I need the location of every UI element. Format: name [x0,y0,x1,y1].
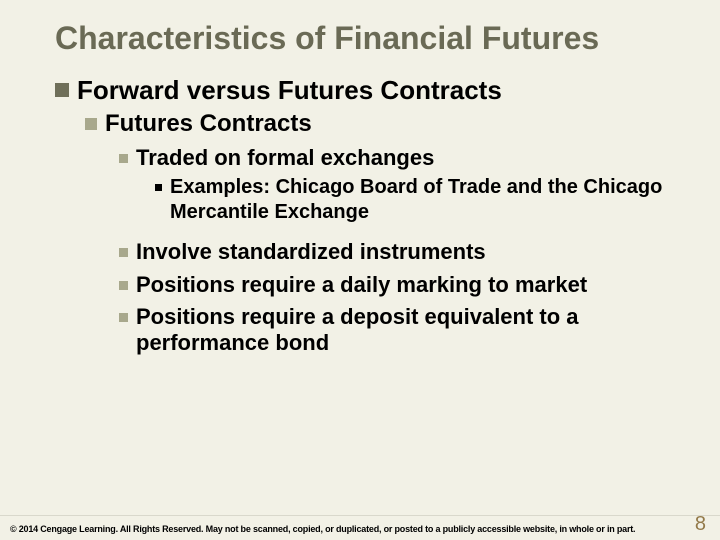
square-bullet-icon [119,281,128,290]
bullet-level2: Futures Contracts [85,110,680,139]
bullet-text: Forward versus Futures Contracts [77,75,680,106]
bullet-text: Positions require a deposit equivalent t… [136,304,680,357]
bullet-level3: Positions require a deposit equivalent t… [119,304,680,357]
copyright-text: © 2014 Cengage Learning. All Rights Rese… [10,524,635,534]
square-bullet-icon [119,313,128,322]
bullet-level4: Examples: Chicago Board of Trade and the… [155,175,680,225]
bullet-text: Examples: Chicago Board of Trade and the… [170,175,680,225]
bullet-text: Involve standardized instruments [136,239,680,265]
bullet-level3: Positions require a daily marking to mar… [119,272,680,298]
square-bullet-icon [55,83,69,97]
slide: Characteristics of Financial Futures For… [0,0,720,540]
square-bullet-icon [85,118,97,130]
slide-title: Characteristics of Financial Futures [55,20,680,57]
footer-divider [0,515,720,516]
square-bullet-icon [155,184,162,191]
page-number: 8 [695,513,706,536]
bullet-level3: Involve standardized instruments [119,239,680,265]
bullet-level3: Traded on formal exchanges [119,145,680,171]
square-bullet-icon [119,154,128,163]
square-bullet-icon [119,248,128,257]
bullet-text: Traded on formal exchanges [136,145,680,171]
bullet-text: Positions require a daily marking to mar… [136,272,680,298]
bullet-text: Futures Contracts [105,110,680,139]
bullet-level1: Forward versus Futures Contracts [55,75,680,106]
